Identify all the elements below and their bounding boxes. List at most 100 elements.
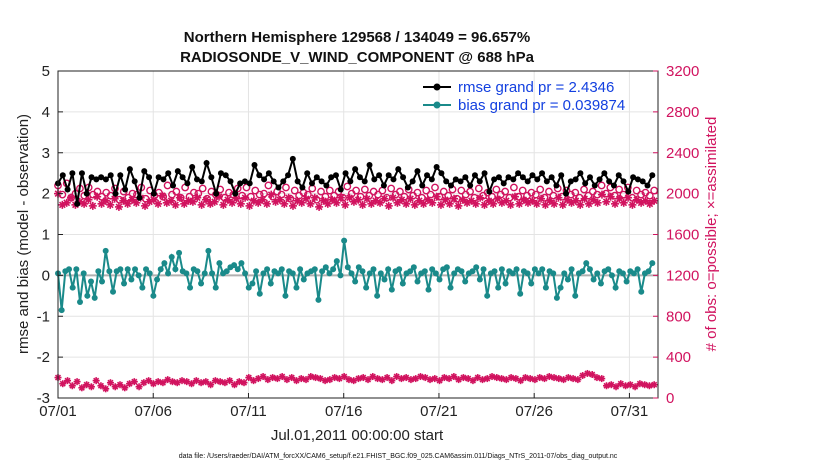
assimilated-point-stroke xyxy=(598,191,606,199)
series-bias-point xyxy=(99,278,106,285)
series-rmse-point xyxy=(107,172,114,179)
series-rmse-point xyxy=(323,182,330,189)
series-rmse-point xyxy=(534,176,541,183)
assimilated-point-stroke xyxy=(359,201,367,209)
bottom-point-stroke xyxy=(608,381,615,388)
bottom-point-stroke xyxy=(121,384,128,391)
assimilated-point xyxy=(436,200,445,209)
series-bias-point xyxy=(311,266,318,273)
assimilated-point xyxy=(389,193,398,202)
assimilated-point xyxy=(528,196,537,205)
series-bias-point xyxy=(553,294,560,301)
y-tick-label-right: 800 xyxy=(666,308,691,325)
series-rmse-point xyxy=(644,182,651,189)
x-axis-ticks: 07/01 07/06 07/11 07/16 07/21 07/26 07/31 xyxy=(39,393,648,420)
series-bias-point xyxy=(528,280,535,287)
series-rmse-point xyxy=(179,174,186,181)
series-bias-point xyxy=(366,270,373,277)
assimilated-point xyxy=(88,201,97,210)
assimilated-point xyxy=(193,193,202,202)
series-rmse-point xyxy=(457,178,464,185)
y-tick-label-right: 3200 xyxy=(666,63,699,80)
bottom-point-stroke xyxy=(78,384,85,391)
assimilated-point-stroke xyxy=(642,197,649,205)
y-tick-label-right: 400 xyxy=(666,349,691,366)
y-tick-label-right: 1600 xyxy=(666,227,699,244)
series-bias-point xyxy=(432,270,439,277)
series-rmse-point xyxy=(203,159,210,166)
possible-point xyxy=(225,188,233,197)
assimilated-point xyxy=(101,196,110,205)
bottom-point-stroke xyxy=(436,377,443,384)
series-rmse-point xyxy=(361,178,368,185)
assimilated-point xyxy=(402,199,411,208)
assimilated-point xyxy=(262,199,271,208)
series-rmse-point xyxy=(112,190,119,197)
series-bias-point xyxy=(73,266,80,273)
series-rmse-point xyxy=(102,176,109,183)
series-bias-point xyxy=(146,270,153,277)
series-bias-point xyxy=(154,276,161,283)
bottom-point-stroke xyxy=(212,377,219,384)
bottom-point-stroke xyxy=(584,370,591,377)
series-assimilated xyxy=(54,189,659,211)
series-bias-point xyxy=(480,266,487,273)
assimilated-point-stroke xyxy=(354,196,362,204)
assimilated-point-stroke xyxy=(63,199,71,207)
assimilated-point-stroke xyxy=(132,199,140,207)
bottom-point-stroke xyxy=(164,376,171,383)
bottom-point-stroke xyxy=(169,378,176,385)
assimilated-point-stroke xyxy=(559,201,567,209)
assimilated-point-stroke xyxy=(267,191,275,199)
bottom-point xyxy=(641,381,649,389)
series-rmse-point xyxy=(630,174,637,181)
series-bias-point xyxy=(396,266,403,273)
series-bias-point xyxy=(242,270,249,277)
y-axis-right-label: # of obs: o=possible; ×=assimilated xyxy=(703,117,720,352)
series-bias-point xyxy=(183,270,190,277)
bottom-point xyxy=(202,378,210,386)
bottom-point-stroke xyxy=(512,375,519,382)
assimilated-point xyxy=(554,193,563,202)
bottom-point-stroke xyxy=(312,374,319,381)
assimilated-point-stroke xyxy=(328,196,336,204)
series-bias-point xyxy=(297,266,304,273)
bottom-point-stroke xyxy=(369,373,376,380)
assimilated-point-stroke xyxy=(293,197,301,205)
assimilated-point xyxy=(310,193,319,202)
series-bias-point xyxy=(590,276,597,283)
assimilated-point-stroke xyxy=(441,196,449,204)
possible-point xyxy=(510,183,518,192)
series-rmse-point xyxy=(347,178,354,185)
bottom-point-stroke xyxy=(136,383,143,390)
bottom-point xyxy=(340,373,348,381)
series-rmse-point xyxy=(400,174,407,181)
series-rmse-point xyxy=(380,182,387,189)
series-bias-point xyxy=(326,270,333,277)
series-rmse-point xyxy=(117,172,124,179)
bottom-point-stroke xyxy=(617,380,624,387)
bottom-point-stroke xyxy=(493,374,500,381)
assimilated-point-stroke xyxy=(276,196,284,204)
bottom-point-stroke xyxy=(593,374,600,381)
assimilated-point-stroke xyxy=(263,200,271,208)
series-bias-point xyxy=(542,284,549,291)
series-bias-point xyxy=(69,284,76,291)
series-bottom-possible xyxy=(54,369,658,393)
series-rmse-point xyxy=(452,176,459,183)
assimilated-point xyxy=(537,194,546,203)
assimilated-point-stroke xyxy=(468,197,475,205)
series-bias-point xyxy=(363,284,370,291)
assimilated-point-stroke xyxy=(93,193,101,201)
series-rmse-point xyxy=(126,166,133,173)
bottom-point xyxy=(598,375,606,383)
series-rmse-point xyxy=(141,168,148,175)
series-rmse-point xyxy=(261,176,268,183)
bottom-point-stroke xyxy=(488,373,496,380)
possible-point xyxy=(189,188,198,197)
y-tick-label-left: -3 xyxy=(37,390,50,407)
series-bias-point xyxy=(161,260,168,267)
series-bias-point xyxy=(473,264,480,271)
bottom-point-stroke xyxy=(574,376,581,383)
bottom-point-stroke xyxy=(88,383,95,390)
